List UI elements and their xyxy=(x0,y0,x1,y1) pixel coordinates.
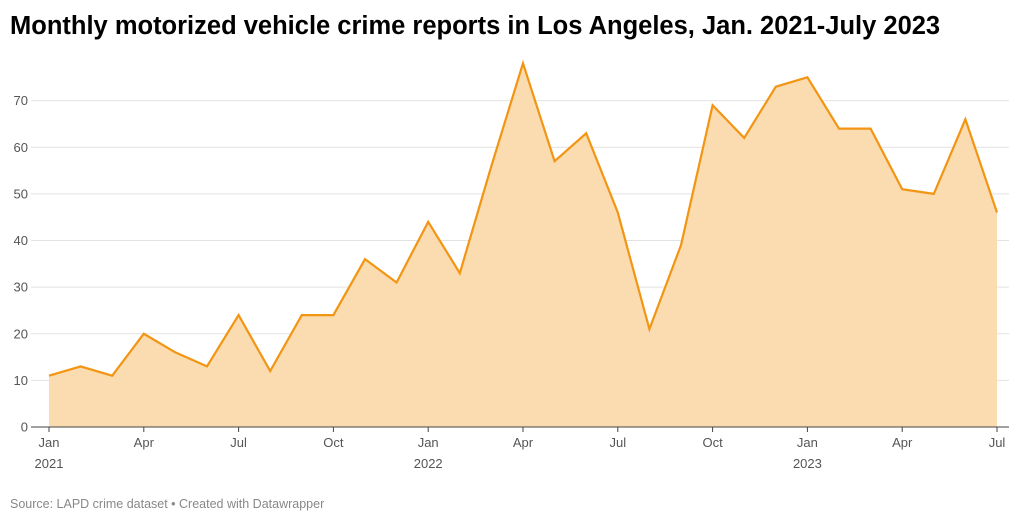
x-tick-label: Jan xyxy=(39,435,60,450)
x-tick-label: Jan xyxy=(418,435,439,450)
x-tick-label: Apr xyxy=(513,435,534,450)
x-tick-label: Oct xyxy=(702,435,723,450)
source-note: Source: LAPD crime dataset • Created wit… xyxy=(10,497,325,511)
series-line xyxy=(48,59,999,377)
y-tick-label: 70 xyxy=(14,93,28,108)
x-tick-label: Jan xyxy=(797,435,818,450)
y-tick-label: 10 xyxy=(14,373,28,388)
x-tick-label: Jul xyxy=(230,435,247,450)
x-tick-year-label: 2021 xyxy=(35,456,64,471)
y-tick-label: 0 xyxy=(21,420,28,435)
axes: 0 10 20 30 40 50 60 70 Jan 2021 Apr Jul Oct Jan 2022 Ap… xyxy=(14,93,1009,471)
y-tick-label: 50 xyxy=(14,186,28,201)
x-tick-label: Oct xyxy=(323,435,344,450)
x-tick-label: Apr xyxy=(134,435,155,450)
x-tick-year-label: 2022 xyxy=(414,456,443,471)
x-tick-label: Jul xyxy=(609,435,626,450)
x-tick-label: Jul xyxy=(989,435,1006,450)
x-tick-year-label: 2023 xyxy=(793,456,822,471)
y-tick-label: 40 xyxy=(14,233,28,248)
y-tick-label: 60 xyxy=(14,140,28,155)
y-tick-label: 20 xyxy=(14,326,28,341)
area-fill xyxy=(49,63,997,427)
y-tick-label: 30 xyxy=(14,280,28,295)
chart-title: Monthly motorized vehicle crime reports … xyxy=(10,12,941,40)
x-tick-label: Apr xyxy=(892,435,913,450)
area-series xyxy=(48,59,999,427)
